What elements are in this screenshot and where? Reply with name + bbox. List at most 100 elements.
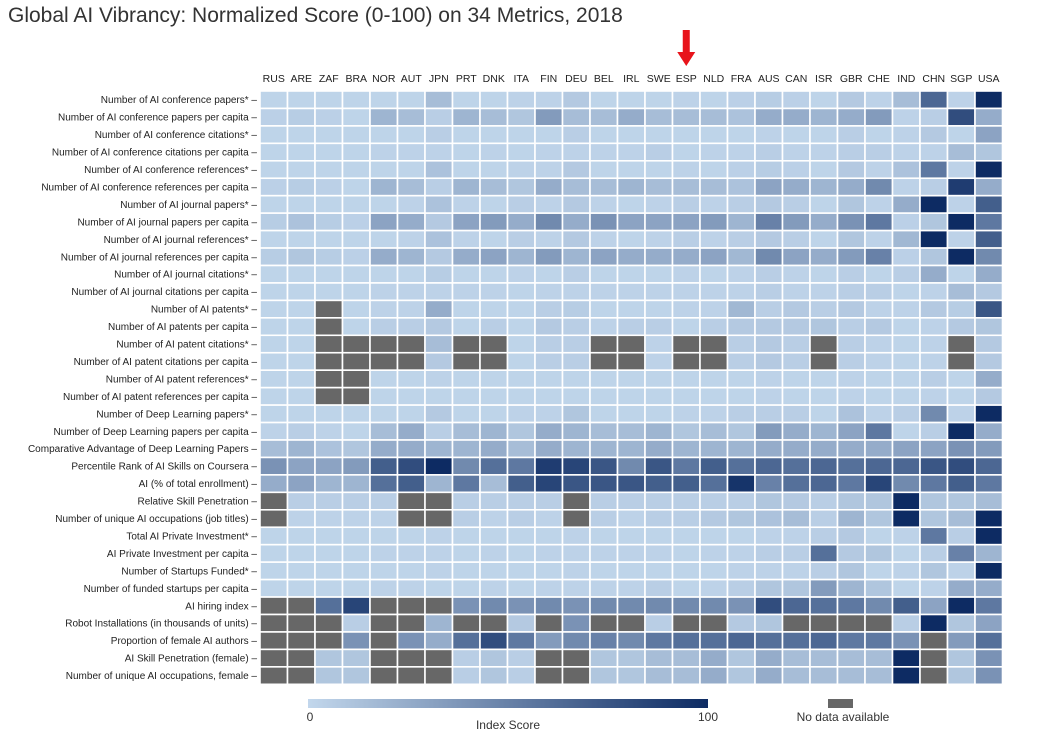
row-label: Number of Startups Funded* – [121,566,257,577]
heatmap-cell-aut-row-21 [396,439,426,459]
heatmap-cell-ind-row-32 [891,631,921,651]
heatmap-cell-ind-row-30 [891,596,921,616]
heatmap-cell-fra-row-24 [726,491,756,511]
heatmap-cell-deu-row-23 [561,474,591,494]
heatmap-cell-zaf-row-2 [314,107,344,127]
heatmap-cell-bra-row-26 [341,526,371,546]
heatmap-cell-rus-row-5 [259,160,289,180]
heatmap-cell-bel-row-23 [589,474,619,494]
heatmap-cell-irl-row-8 [616,212,646,232]
heatmap-cell-irl-row-12 [616,282,646,302]
heatmap-cell-sgp-row-13 [946,299,976,319]
heatmap-cell-rus-row-13 [259,299,289,319]
heatmap-cell-sgp-row-5 [946,160,976,180]
heatmap-cell-fra-row-13 [726,299,756,319]
row-label: Number of Deep Learning papers per capit… [54,427,258,438]
heatmap-cell-swe-row-9 [644,229,674,249]
heatmap-cells [259,90,1004,686]
heatmap-cell-usa-row-17 [974,369,1004,389]
heatmap-cell-esp-row-19 [671,404,701,424]
heatmap-cell-can-row-8 [781,212,811,232]
heatmap-cell-fin-row-7 [534,194,564,214]
heatmap-cell-jpn-row-15 [424,334,454,354]
heatmap-cell-rus-row-20 [259,421,289,441]
heatmap-cell-aut-row-16 [396,351,426,372]
heatmap-cell-swe-row-32 [644,631,674,651]
row-label: Number of AI journal citations per capit… [71,287,257,298]
heatmap-cell-sgp-row-28 [946,561,976,581]
heatmap-cell-dnk-row-31 [479,613,509,633]
heatmap-cell-bra-row-27 [341,543,371,563]
heatmap-cell-ind-row-6 [891,177,921,197]
row-label: Number of AI journal citations* – [114,270,257,281]
heatmap-cell-aus-row-28 [754,561,784,581]
heatmap-cell-aus-row-9 [754,229,784,249]
heatmap-cell-esp-row-16 [671,351,701,372]
heatmap-cell-usa-row-16 [974,351,1004,372]
heatmap-cell-fin-row-15 [534,334,564,354]
heatmap-cell-chn-row-10 [919,247,949,267]
heatmap-cell-che-row-15 [864,334,894,354]
heatmap-cell-chn-row-33 [919,648,949,668]
heatmap-cell-sgp-row-22 [946,456,976,476]
heatmap-cell-can-row-16 [781,351,811,372]
heatmap-cell-are-row-29 [286,578,316,598]
heatmap-cell-zaf-row-34 [314,666,344,686]
heatmap-cell-isr-row-5 [809,160,839,180]
heatmap-cell-can-row-17 [781,369,811,389]
heatmap-cell-zaf-row-11 [314,264,344,284]
heatmap-cell-can-row-25 [781,508,811,529]
heatmap-cell-swe-row-30 [644,596,674,616]
heatmap-cell-jpn-row-26 [424,526,454,546]
heatmap-cell-che-row-3 [864,125,894,145]
heatmap-cell-prt-row-33 [451,648,481,668]
heatmap-cell-ind-row-27 [891,543,921,563]
heatmap-cell-fra-row-22 [726,456,756,476]
heatmap-cell-swe-row-34 [644,666,674,686]
heatmap-cell-ita-row-14 [506,317,536,337]
heatmap-cell-usa-row-28 [974,561,1004,581]
heatmap-cell-are-row-34 [286,666,316,686]
heatmap-cell-fin-row-26 [534,526,564,546]
heatmap-cell-dnk-row-2 [479,107,509,127]
heatmap-cell-chn-row-16 [919,351,949,372]
heatmap-cell-bel-row-17 [589,369,619,389]
heatmap-cell-bra-row-25 [341,508,371,529]
heatmap-cell-isr-row-8 [809,212,839,232]
heatmap-cell-ind-row-3 [891,125,921,145]
heatmap-cell-gbr-row-34 [836,666,866,686]
heatmap-cell-chn-row-15 [919,334,949,354]
row-label: Number of AI conference papers per capit… [58,113,257,124]
heatmap-cell-ind-row-34 [891,666,921,686]
heatmap-cell-nld-row-32 [699,631,729,651]
heatmap-cell-usa-row-2 [974,107,1004,127]
heatmap-cell-swe-row-1 [644,90,674,110]
scale-max-label: 100 [698,710,718,724]
heatmap-cell-bel-row-16 [589,351,619,372]
heatmap-cell-fin-row-31 [534,613,564,633]
heatmap-cell-nor-row-27 [369,543,399,563]
heatmap-cell-che-row-30 [864,596,894,616]
heatmap-cell-are-row-17 [286,369,316,389]
heatmap-cell-aus-row-16 [754,351,784,372]
heatmap-cell-are-row-1 [286,90,316,110]
heatmap-cell-fra-row-32 [726,631,756,651]
heatmap-cell-chn-row-32 [919,631,949,651]
heatmap-cell-sgp-row-11 [946,264,976,284]
heatmap-cell-ita-row-21 [506,439,536,459]
heatmap-cell-aus-row-20 [754,421,784,441]
heatmap-cell-prt-row-3 [451,125,481,145]
heatmap-cell-fra-row-19 [726,404,756,424]
heatmap-cell-esp-row-7 [671,194,701,214]
heatmap-cell-nld-row-33 [699,648,729,668]
heatmap-cell-chn-row-2 [919,107,949,127]
heatmap-cell-nor-row-24 [369,491,399,511]
heatmap-cell-aut-row-12 [396,282,426,302]
heatmap-cell-usa-row-18 [974,386,1004,406]
heatmap-cell-gbr-row-8 [836,212,866,232]
heatmap-cell-can-row-33 [781,648,811,668]
heatmap-cell-nor-row-26 [369,526,399,546]
heatmap-cell-esp-row-4 [671,142,701,162]
heatmap-cell-che-row-34 [864,666,894,686]
heatmap-cell-fin-row-2 [534,107,564,127]
